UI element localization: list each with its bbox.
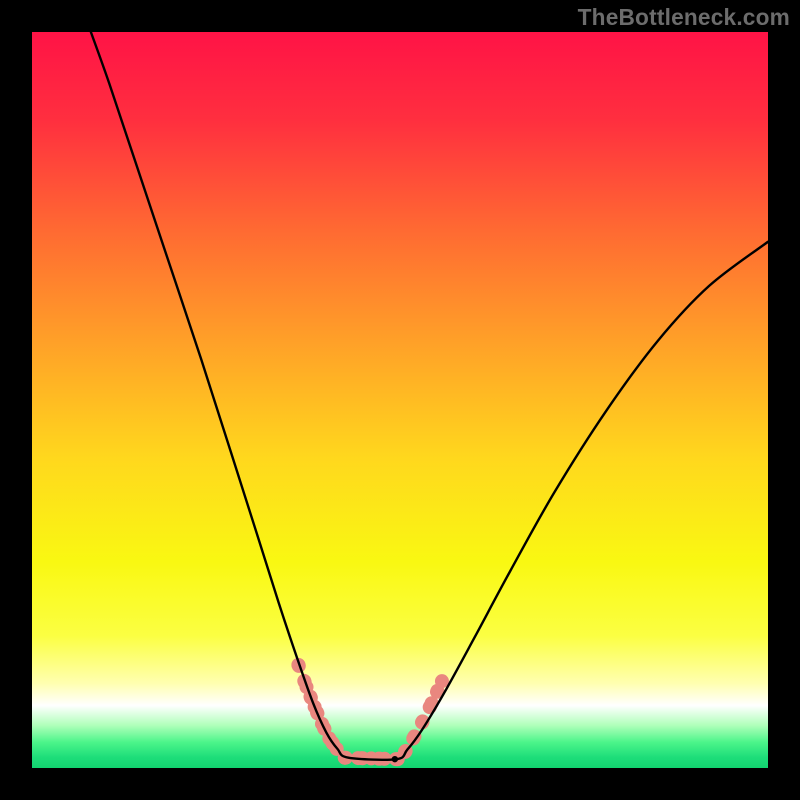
min-marker-dot xyxy=(392,756,398,762)
watermark-label: TheBottleneck.com xyxy=(578,4,790,31)
chart-frame: TheBottleneck.com xyxy=(0,0,800,800)
chart-svg xyxy=(0,0,800,800)
